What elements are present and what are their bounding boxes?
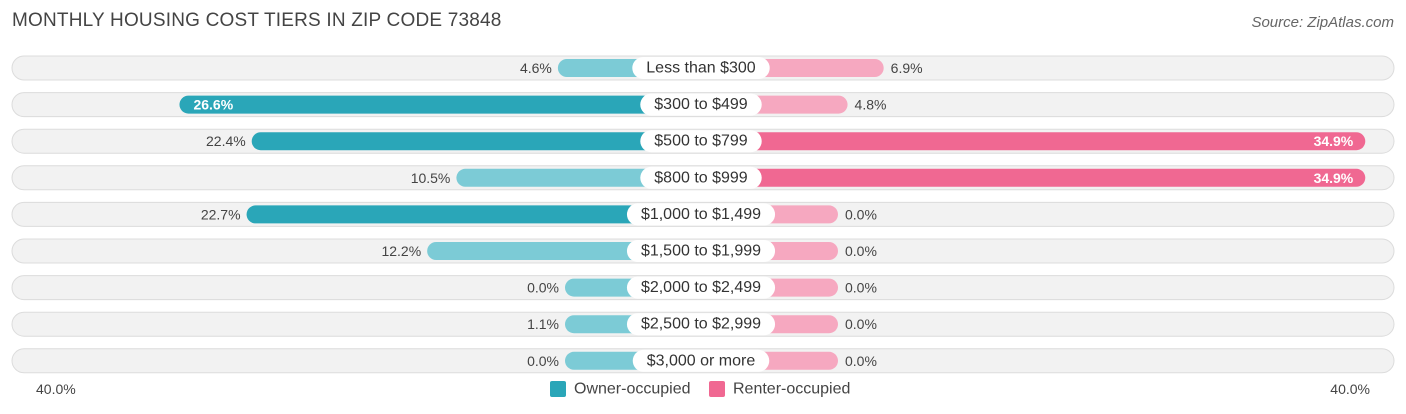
chart-row: $300 to $499 26.6% 4.8% [11,92,1395,118]
bar-owner-occupied [456,168,701,187]
category-label: $2,500 to $2,999 [641,316,761,333]
legend-renter-occupied: Renter-occupied [709,381,850,398]
category-pill [640,130,762,153]
legend-owner-occupied: Owner-occupied [550,381,691,398]
value-label-renter: 0.0% [845,280,877,296]
category-pill [640,93,762,116]
value-label-owner: 12.2% [381,243,421,259]
legend-label: Owner-occupied [574,381,691,398]
category-label: $1,500 to $1,999 [641,243,761,260]
legend: Owner-occupied Renter-occupied [550,381,850,398]
category-label: $2,000 to $2,499 [641,279,761,296]
value-label-renter: 34.9% [1314,133,1354,149]
bar-renter-occupied [701,132,1366,151]
chart-rows: Less than $300 4.6% 6.9% $300 to $499 26.6% 4… [11,55,1395,374]
chart-row: $2,500 to $2,999 1.1% 0.0% [11,311,1395,337]
value-label-owner: 22.7% [201,206,241,222]
value-label-renter: 0.0% [845,243,877,259]
category-pill [626,203,776,226]
category-pill [626,240,776,262]
bar-owner-occupied [251,132,701,151]
category-pill [626,313,776,336]
value-label-renter: 4.8% [855,97,887,113]
chart-row: $3,000 or more 0.0% 0.0% [11,348,1395,374]
bar-owner-occupied [246,205,701,224]
value-label-owner: 0.0% [527,280,559,296]
value-label-renter: 6.9% [891,60,923,76]
category-label: $300 to $499 [654,96,748,113]
chart-row: $1,500 to $1,999 12.2% 0.0% [11,238,1395,264]
value-label-renter: 0.0% [845,316,877,332]
category-label: $1,000 to $1,499 [641,206,761,223]
chart-row: $2,000 to $2,499 0.0% 0.0% [11,275,1395,301]
chart-row: $1,000 to $1,499 22.7% 0.0% [11,201,1395,227]
category-pill [626,276,776,299]
axis-label-left: 40.0% [36,381,76,397]
category-pill [640,166,762,189]
legend-swatch [550,381,566,397]
value-label-owner: 1.1% [527,316,559,332]
category-label: Less than $300 [646,60,756,77]
bar-owner-occupied [179,95,702,114]
value-label-renter: 34.9% [1314,170,1354,186]
value-label-renter: 0.0% [845,353,877,369]
chart-title: MONTHLY HOUSING COST TIERS IN ZIP CODE 7… [12,10,502,31]
value-label-renter: 0.0% [845,206,877,222]
value-label-owner: 10.5% [411,170,451,186]
legend-swatch [709,381,725,397]
category-pill [632,57,770,79]
bar-renter-occupied [701,168,1366,187]
category-label: $3,000 or more [647,352,756,369]
chart-row: $800 to $999 10.5% 34.9% [11,165,1395,191]
category-label: $800 to $999 [654,169,748,186]
category-label: $500 to $799 [654,133,748,150]
chart-source: Source: ZipAtlas.com [1251,14,1394,31]
value-label-owner: 4.6% [520,60,552,76]
chart-row: Less than $300 4.6% 6.9% [11,55,1395,81]
legend-label: Renter-occupied [733,381,850,398]
value-label-owner: 26.6% [193,97,233,113]
category-pill [632,349,770,372]
value-label-owner: 0.0% [527,353,559,369]
chart-row: $500 to $799 22.4% 34.9% [11,128,1395,154]
value-label-owner: 22.4% [206,133,246,149]
axis-label-right: 40.0% [1330,381,1370,397]
